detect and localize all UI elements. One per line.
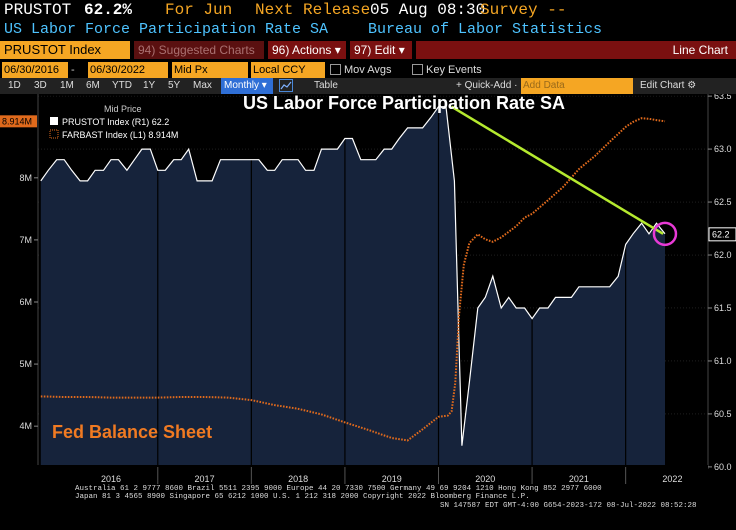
security-input[interactable]: PRUSTOT Index bbox=[0, 41, 130, 59]
chart: 2016 2017 2018 2019 2020 2021 2022 8M7M6M5M4M … bbox=[0, 94, 736, 484]
x-tick-label: 2016 bbox=[101, 474, 121, 484]
left-tick-label: 5M bbox=[19, 359, 32, 369]
price-field-select[interactable]: Mid Px bbox=[172, 62, 248, 78]
mov-avgs-label: Mov Avgs bbox=[344, 64, 392, 76]
fed-balance-annotation: Fed Balance Sheet bbox=[52, 422, 212, 442]
x-tick-label: 2017 bbox=[195, 474, 215, 484]
left-last-tag bbox=[0, 115, 37, 128]
right-tick-label: 60.5 bbox=[714, 409, 732, 419]
security-name: US Labor Force Participation Rate SA bbox=[4, 21, 329, 38]
right-tick-label: 62.0 bbox=[714, 250, 732, 260]
right-tick-label: 61.0 bbox=[714, 356, 732, 366]
chart-type-icon[interactable] bbox=[279, 79, 293, 92]
date-separator: - bbox=[71, 64, 75, 76]
ticker: PRUSTOT bbox=[4, 1, 72, 19]
next-release-label: Next Release bbox=[255, 1, 371, 19]
tab-ytd[interactable]: YTD bbox=[112, 80, 132, 91]
edit-chart-button[interactable]: Edit Chart ⚙ bbox=[640, 80, 697, 91]
tab-1d[interactable]: 1D bbox=[8, 80, 21, 91]
legend-swatch-fed bbox=[49, 129, 59, 139]
fed-balance-line bbox=[40, 117, 666, 442]
x-tick-label: 2021 bbox=[569, 474, 589, 484]
legend-fed: FARBAST Index (L1) 8.914M bbox=[62, 130, 178, 140]
right-tick-label: 61.5 bbox=[714, 303, 732, 313]
x-tick-label: 2020 bbox=[475, 474, 495, 484]
right-last-tag bbox=[708, 227, 736, 242]
last-value: 62.2% bbox=[84, 1, 133, 19]
legend-swatch-price bbox=[50, 117, 58, 125]
tab-5y[interactable]: 5Y bbox=[168, 80, 181, 91]
toolbar: PRUSTOT Index 94) Suggested Charts 96) A… bbox=[0, 40, 736, 60]
right-tick-label: 60.0 bbox=[714, 462, 732, 472]
key-events-label: Key Events bbox=[426, 64, 482, 76]
left-tick-label: 4M bbox=[19, 421, 32, 431]
x-tick-label: 2019 bbox=[382, 474, 402, 484]
left-tick-label: 8M bbox=[19, 173, 32, 183]
chart-title: US Labor Force Participation Rate SA bbox=[243, 94, 565, 113]
right-tick-label: 63.5 bbox=[714, 94, 732, 101]
left-last-value: 8.914M bbox=[2, 116, 32, 126]
edit-menu[interactable]: 97) Edit ▾ bbox=[350, 41, 412, 59]
chart-mode[interactable]: Line Chart bbox=[416, 41, 736, 59]
tab-6m[interactable]: 6M bbox=[86, 80, 100, 91]
highlight-circle bbox=[652, 221, 678, 247]
period: For Jun bbox=[165, 1, 233, 19]
left-tick-label: 6M bbox=[19, 297, 32, 307]
footer: Australia 61 2 9777 8600 Brazil 5511 239… bbox=[0, 484, 736, 530]
x-axis-band bbox=[0, 465, 708, 484]
trend-line bbox=[450, 105, 664, 235]
left-tick-label: 7M bbox=[19, 235, 32, 245]
footer-contacts: Australia 61 2 9777 8600 Brazil 5511 239… bbox=[75, 485, 602, 493]
currency-select[interactable]: Local CCY bbox=[251, 62, 325, 78]
footer-session: SN 147587 EDT GMT-4:00 G654-2023-172 08-… bbox=[440, 502, 697, 510]
legend-price: PRUSTOT Index (R1) 62.2 bbox=[62, 117, 169, 127]
left-axis: 8M 7M 6M 5M 4M bbox=[19, 173, 38, 431]
tab-max[interactable]: Max bbox=[193, 80, 212, 91]
x-axis: 2016 2017 2018 2019 2020 2021 2022 bbox=[101, 467, 682, 484]
add-data-input[interactable]: Add Data bbox=[521, 78, 633, 94]
price-area bbox=[40, 106, 666, 469]
release-date: 05 Aug 08:30 bbox=[370, 1, 486, 19]
right-last-value: 62.2 bbox=[712, 229, 730, 239]
actions-menu[interactable]: 96) Actions ▾ bbox=[268, 41, 346, 59]
tab-1m[interactable]: 1M bbox=[60, 80, 74, 91]
tab-1y[interactable]: 1Y bbox=[143, 80, 156, 91]
tab-3d[interactable]: 3D bbox=[34, 80, 47, 91]
security-description: US Labor Force Participation Rate SA Bur… bbox=[0, 20, 736, 39]
right-tick-label: 63.0 bbox=[714, 144, 732, 154]
period-tabs: 1D 3D 1M 6M YTD 1Y 5Y Max Monthly ▾ Tabl… bbox=[0, 78, 736, 94]
options-bar: 06/30/2016 - 06/30/2022 Mid Px Local CCY… bbox=[0, 62, 736, 78]
mov-avgs-checkbox[interactable] bbox=[330, 64, 341, 75]
suggested-charts-button[interactable]: 94) Suggested Charts bbox=[134, 41, 264, 59]
survey: Survey -- bbox=[480, 1, 567, 19]
security-header: PRUSTOT 62.2% For Jun Next Release 05 Au… bbox=[0, 0, 736, 20]
source: Bureau of Labor Statistics bbox=[368, 21, 603, 38]
start-date-input[interactable]: 06/30/2016 bbox=[2, 62, 68, 78]
key-events-checkbox[interactable] bbox=[412, 64, 423, 75]
legend-title: Mid Price bbox=[104, 104, 142, 114]
price-line bbox=[40, 106, 666, 446]
table-button[interactable]: Table bbox=[314, 80, 338, 91]
footer-copyright: Japan 81 3 4565 8900 Singapore 65 6212 1… bbox=[75, 493, 530, 501]
frequency-select[interactable]: Monthly ▾ bbox=[221, 78, 273, 94]
end-date-input[interactable]: 06/30/2022 bbox=[88, 62, 168, 78]
x-tick-label: 2018 bbox=[288, 474, 308, 484]
quick-add-button[interactable]: + Quick-Add · bbox=[456, 80, 518, 91]
x-tick-label: 2022 bbox=[662, 474, 682, 484]
legend: Mid Price PRUSTOT Index (R1) 62.2 FARBAS… bbox=[49, 104, 178, 140]
right-axis: 63.5 63.0 62.5 62.0 61.5 61.0 60.5 60.0 bbox=[708, 94, 732, 472]
right-tick-label: 62.5 bbox=[714, 197, 732, 207]
